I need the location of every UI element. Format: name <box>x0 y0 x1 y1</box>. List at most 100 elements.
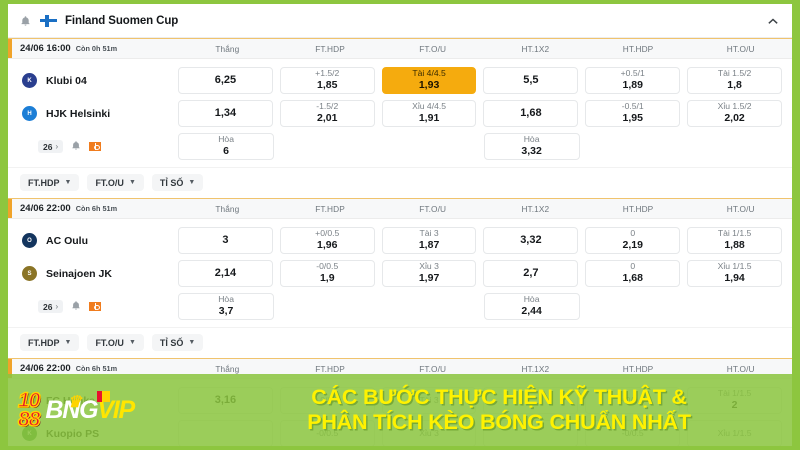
odds-row: S Seinajoen JK 2,14 -0/0.5 1,9 Xỉu 3 1,97 2,7 0 1… <box>8 257 784 290</box>
odds-cell-grid: 2,14 -0/0.5 1,9 Xỉu 3 1,97 2,7 0 1,68 Xỉu 1/1.5 1… <box>176 260 784 287</box>
odds-value: 1,8 <box>727 79 742 92</box>
column-header: HT.O/U <box>726 43 755 54</box>
odds-value: 2,19 <box>622 239 643 252</box>
column-header: HT.1X2 <box>521 203 550 214</box>
odds-cell[interactable]: Hòa 6 <box>178 133 275 160</box>
chevron-right-icon: › <box>55 142 59 151</box>
finland-flag-icon <box>40 14 57 27</box>
odds-cell[interactable]: 0 1,68 <box>585 260 681 287</box>
odds-cell-empty <box>587 293 681 320</box>
odds-value: 3,32 <box>520 233 542 246</box>
odds-cell[interactable]: Xỉu 4/4.5 1,91 <box>381 100 477 127</box>
pitch-icon[interactable] <box>89 302 102 311</box>
team-row-home[interactable]: K Klubi 04 <box>8 73 176 88</box>
odds-value: 1,97 <box>418 272 440 285</box>
odds-cell[interactable]: -1.5/2 2,01 <box>279 100 375 127</box>
h2h-count-badge[interactable]: 26 › <box>38 300 64 313</box>
odds-line: Hòa <box>523 134 540 145</box>
odds-cell-empty <box>281 293 375 320</box>
odds-value: 2,01 <box>317 112 338 125</box>
odds-line: -0.5/1 <box>621 101 644 112</box>
odds-cell[interactable]: +0/0.5 1,96 <box>279 227 375 254</box>
pitch-icon[interactable] <box>89 142 102 151</box>
odds-cell[interactable]: 3,32 <box>483 227 579 254</box>
odds-cell[interactable]: Xỉu 3 1,97 <box>381 260 477 287</box>
odds-cell-selected[interactable]: Tài 4/4.5 1,93 <box>381 67 477 94</box>
content-frame: Finland Suomen Cup 24/06 16:00 Còn 0h 51m… <box>8 4 792 446</box>
odds-area: K Klubi 04 6,25 +1.5/2 1,85 Tài 4/4.5 1,93 5,5 +… <box>8 59 792 167</box>
match-meta: 26 › <box>8 138 176 156</box>
odds-cell[interactable]: 2,7 <box>483 260 579 287</box>
bell-icon[interactable] <box>71 298 81 316</box>
league-header[interactable]: Finland Suomen Cup <box>8 4 792 38</box>
filter-button-ft-o-u[interactable]: FT.O/U ▼ <box>87 174 144 191</box>
filter-bar: FT.HDP ▼ FT.O/U ▼ TỈ SỐ ▼ <box>8 167 792 198</box>
odds-row-draw: 26 › Hòa 6 Hòa 3,32 <box>8 130 784 163</box>
logo-number-bottom: 88 <box>17 408 41 431</box>
filter-label: FT.HDP <box>28 337 60 348</box>
odds-line: Xỉu 1/1.5 <box>717 261 752 272</box>
odds-cell[interactable]: 0 2,19 <box>585 227 681 254</box>
team-row-home[interactable]: O AC Oulu <box>8 233 176 248</box>
filter-button-ft-o-u[interactable]: FT.O/U ▼ <box>87 334 144 351</box>
odds-cell-grid: Hòa 6 Hòa 3,32 <box>176 133 784 160</box>
odds-cell[interactable]: +0.5/1 1,89 <box>585 67 681 94</box>
match-block: 24/06 16:00 Còn 0h 51m Thắng FT.HDP FT.O/U HT… <box>8 38 792 198</box>
h2h-count: 26 <box>43 301 53 312</box>
odds-cell-grid: 6,25 +1.5/2 1,85 Tài 4/4.5 1,93 5,5 +0.5/1 1,89… <box>176 67 784 94</box>
filter-button-ft-hdp[interactable]: FT.HDP ▼ <box>20 334 80 351</box>
match-meta: 26 › <box>8 298 176 316</box>
odds-row: O AC Oulu 3 +0/0.5 1,96 Tài 3 1,87 3,32 0 2,19 Tài… <box>8 224 784 257</box>
odds-value: 1,91 <box>418 112 440 125</box>
odds-cell[interactable]: 2,14 <box>178 260 273 287</box>
odds-cell[interactable]: 6,25 <box>178 67 273 94</box>
odds-line: Tài 1/1.5 <box>717 228 752 239</box>
bongvip-logo: 10 88 ♛ BNGVIP <box>17 389 218 431</box>
odds-cell[interactable]: -0/0.5 1,9 <box>279 260 375 287</box>
team-logo-icon: O <box>22 233 37 248</box>
odds-cell[interactable]: 5,5 <box>483 67 579 94</box>
odds-line: Tài 3 <box>419 228 439 239</box>
odds-value: 1,34 <box>214 106 237 119</box>
odds-cell[interactable]: Tài 1.5/2 1,8 <box>687 67 782 94</box>
logo-word-b: B <box>45 395 63 424</box>
odds-cell[interactable]: Xỉu 1/1.5 1,94 <box>687 260 782 287</box>
odds-cell[interactable]: Xỉu 1.5/2 2,02 <box>687 100 782 127</box>
team-logo-icon: H <box>22 106 37 121</box>
filter-button-t-s-[interactable]: TỈ SỐ ▼ <box>151 334 204 351</box>
chevron-up-icon[interactable] <box>768 12 782 30</box>
match-block: 24/06 22:00 Còn 6h 51m Thắng FT.HDP FT.O/U HT… <box>8 198 792 358</box>
column-header: Thắng <box>215 43 240 54</box>
odds-value: 1,96 <box>317 239 338 252</box>
match-date: 24/06 16:00 <box>20 43 71 54</box>
filter-button-t-s-[interactable]: TỈ SỐ ▼ <box>151 174 204 191</box>
column-header: HT.1X2 <box>521 43 550 54</box>
odds-cell[interactable]: Tài 3 1,87 <box>381 227 477 254</box>
odds-cell-empty <box>688 133 782 160</box>
odds-cell[interactable]: Hòa 3,32 <box>483 133 580 160</box>
odds-cell-grid: 3 +0/0.5 1,96 Tài 3 1,87 3,32 0 2,19 Tài 1/1.5 1,… <box>176 227 784 254</box>
filter-button-ft-hdp[interactable]: FT.HDP ▼ <box>20 174 80 191</box>
h2h-count-badge[interactable]: 26 › <box>38 140 64 153</box>
odds-cell[interactable]: Hòa 3,7 <box>178 293 275 320</box>
odds-cell[interactable]: 1,34 <box>178 100 273 127</box>
match-time: 24/06 16:00 Còn 0h 51m <box>8 43 176 54</box>
odds-cell[interactable]: Hòa 2,44 <box>483 293 580 320</box>
team-row-away[interactable]: H HJK Helsinki <box>8 106 176 121</box>
team-name: AC Oulu <box>46 234 88 247</box>
odds-cell[interactable]: +1.5/2 1,85 <box>279 67 375 94</box>
bell-icon[interactable] <box>20 15 31 27</box>
odds-cell[interactable]: -0.5/1 1,95 <box>585 100 681 127</box>
odds-cell[interactable]: 3 <box>178 227 273 254</box>
column-header: HT.HDP <box>622 203 654 214</box>
bell-icon[interactable] <box>71 138 81 156</box>
odds-line: Hòa <box>218 294 234 305</box>
match-header: 24/06 16:00 Còn 0h 51m Thắng FT.HDP FT.O/U HT… <box>8 38 792 59</box>
odds-line: +1.5/2 <box>315 68 340 79</box>
flag-icon <box>97 390 111 402</box>
column-header: HT.HDP <box>622 43 654 54</box>
odds-cell[interactable]: 1,68 <box>483 100 579 127</box>
odds-value: 3,7 <box>218 305 234 318</box>
odds-cell[interactable]: Tài 1/1.5 1,88 <box>687 227 782 254</box>
team-row-away[interactable]: S Seinajoen JK <box>8 266 176 281</box>
